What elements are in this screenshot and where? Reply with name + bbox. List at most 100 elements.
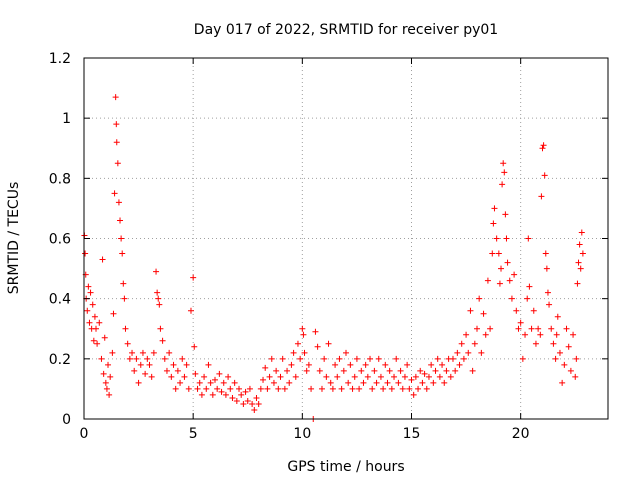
data-point <box>240 400 247 407</box>
data-point <box>203 385 210 392</box>
data-point <box>93 325 100 332</box>
data-point <box>535 325 542 332</box>
data-point <box>556 349 563 356</box>
data-point <box>277 373 284 380</box>
data-point <box>220 379 227 386</box>
data-point <box>142 370 149 377</box>
data-point <box>559 379 566 386</box>
data-point <box>552 355 559 362</box>
data-point <box>281 385 288 392</box>
data-point <box>238 391 245 398</box>
data-point <box>401 373 408 380</box>
data-point <box>410 391 417 398</box>
data-point <box>253 394 260 401</box>
data-point <box>270 379 277 386</box>
data-point <box>96 319 103 326</box>
data-point <box>156 301 163 308</box>
data-point <box>266 373 273 380</box>
data-point <box>408 376 415 383</box>
y-tick-label: 0.6 <box>49 232 71 248</box>
data-point <box>380 385 387 392</box>
data-point <box>576 241 583 248</box>
data-point <box>482 331 489 338</box>
data-point <box>391 373 398 380</box>
data-point <box>577 265 584 272</box>
data-point <box>192 370 199 377</box>
data-point <box>375 355 382 362</box>
data-point <box>292 373 299 380</box>
data-point <box>349 385 356 392</box>
data-point <box>526 283 533 290</box>
y-tick-label: 0.4 <box>49 292 71 308</box>
data-point <box>268 355 275 362</box>
data-point <box>153 268 160 275</box>
data-point <box>573 355 580 362</box>
data-point <box>99 256 106 263</box>
data-point <box>305 361 312 368</box>
data-point <box>290 349 297 356</box>
data-point <box>511 271 518 278</box>
x-tick-label: 15 <box>403 426 421 442</box>
data-point <box>286 379 293 386</box>
x-tick-label: 20 <box>512 426 530 442</box>
data-point <box>139 349 146 356</box>
data-point <box>329 385 336 392</box>
data-point <box>222 391 229 398</box>
data-point <box>314 343 321 350</box>
data-point <box>316 367 323 374</box>
data-point <box>491 205 498 212</box>
data-point <box>428 361 435 368</box>
data-point <box>144 355 151 362</box>
data-point <box>135 379 142 386</box>
data-point <box>515 325 522 332</box>
data-point <box>356 385 363 392</box>
data-point <box>501 169 508 176</box>
data-point <box>218 388 225 395</box>
data-point <box>105 361 112 368</box>
data-point <box>567 367 574 374</box>
data-point <box>113 121 120 128</box>
data-point <box>469 367 476 374</box>
data-point <box>358 367 365 374</box>
data-point <box>201 373 208 380</box>
data-point <box>179 355 186 362</box>
data-point <box>487 325 494 332</box>
data-point <box>185 385 192 392</box>
data-point <box>126 355 133 362</box>
data-points <box>81 94 586 422</box>
data-point <box>107 373 114 380</box>
data-point <box>207 379 214 386</box>
data-point <box>91 313 98 320</box>
data-point <box>327 379 334 386</box>
data-point <box>537 331 544 338</box>
data-point <box>343 349 349 356</box>
data-point <box>172 385 179 392</box>
x-axis-label: GPS time / hours <box>287 459 404 475</box>
data-point <box>499 181 506 188</box>
data-point <box>421 370 428 377</box>
data-point <box>279 355 286 362</box>
data-point <box>131 367 138 374</box>
data-point <box>502 211 509 218</box>
data-point <box>500 160 507 167</box>
data-point <box>163 367 170 374</box>
data-point <box>498 265 505 272</box>
data-point <box>177 379 184 386</box>
data-point <box>229 394 236 401</box>
data-point <box>191 343 198 350</box>
data-point <box>216 370 223 377</box>
data-point <box>384 379 391 386</box>
data-point <box>367 355 374 362</box>
data-point <box>417 367 424 374</box>
data-point <box>530 307 537 314</box>
data-point <box>525 235 532 242</box>
data-point <box>113 139 120 146</box>
y-axis-label: SRMTID / TECUs <box>6 182 22 295</box>
data-point <box>544 289 551 296</box>
data-point <box>386 367 393 374</box>
data-point <box>474 325 480 332</box>
data-point <box>318 385 325 392</box>
data-point <box>94 340 101 347</box>
data-point <box>565 343 572 350</box>
